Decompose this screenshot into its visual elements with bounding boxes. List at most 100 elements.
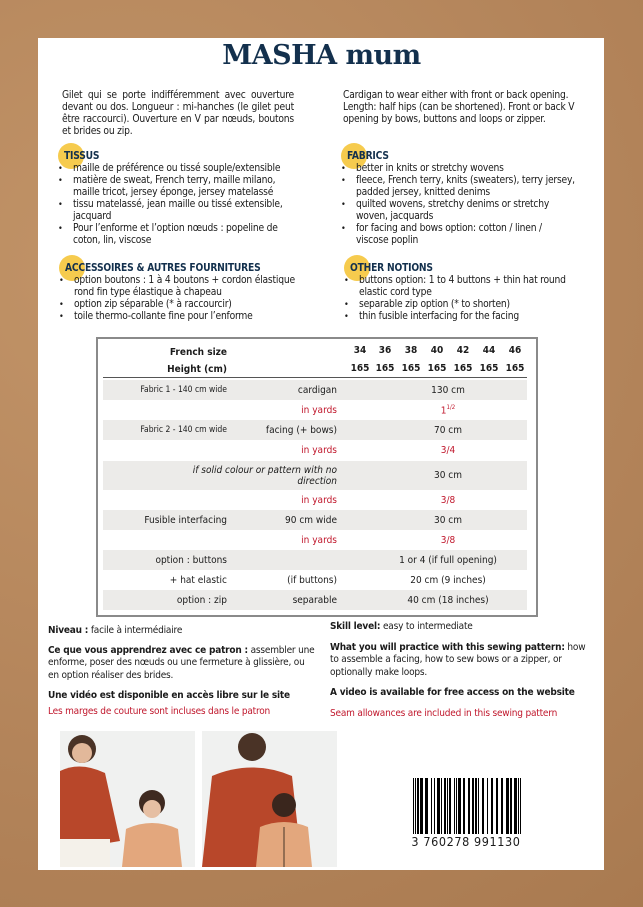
row-value: 30 cm [363, 470, 533, 481]
table-row: Fusible interfacing 90 cm wide 30 cm [103, 510, 527, 530]
barcode-bar [510, 778, 512, 834]
row-label: Fabric 1 - 140 cm wide [140, 385, 227, 395]
value-text: 1 [440, 405, 447, 417]
barcode-bar [506, 778, 509, 834]
intro-fr: Gilet qui se porte indifféremment avec o… [62, 90, 294, 137]
height-cell: 165 [401, 363, 421, 374]
height-cell: 165 [505, 363, 525, 374]
row-value: 1 or 4 (if full opening) [363, 555, 533, 566]
barcode-bar [454, 778, 455, 834]
bottom-en: Skill level: easy to intermediate What y… [330, 621, 595, 720]
barcode-bar [487, 778, 488, 834]
table-row: Fabric 1 - 140 cm wide cardigan 130 cm [103, 380, 527, 400]
row-label: option : zip [176, 594, 227, 606]
row-value: 130 cm [363, 385, 533, 396]
value-text: 3/4 [440, 444, 456, 456]
barcode-bar [456, 778, 457, 834]
model-photo-back [202, 731, 337, 867]
row-sublabel: facing (+ bows) [265, 424, 337, 436]
list-item: better in knits or stretchy wovens [341, 163, 577, 175]
level-label: Niveau : [48, 625, 89, 636]
barcode-bar [501, 778, 503, 834]
row-sublabel: 90 cm wide [285, 514, 337, 526]
list-item: separable zip option (* to shorten) [344, 299, 590, 311]
barcode-bar [415, 778, 416, 842]
row-value: 40 cm (18 inches) [363, 595, 533, 606]
learn-label: Ce que vous apprendrez avec ce patron : [48, 644, 248, 656]
section-heading: TISSUS [64, 151, 100, 162]
barcode [413, 778, 521, 842]
row-label: + hat elastic [169, 574, 227, 586]
row-value: 30 cm [363, 515, 533, 526]
list-item: quilted wovens, stretchy denims or stret… [341, 199, 577, 223]
height-cell: 165 [453, 363, 473, 374]
intro-en: Cardigan to wear either with front or ba… [343, 90, 575, 125]
section-heading: OTHER NOTIONS [350, 263, 433, 274]
barcode-bar [472, 778, 474, 834]
value-text: 70 cm [433, 424, 462, 436]
value-text: 1 or 4 (if full opening) [399, 554, 497, 566]
row-value: 3/8 [363, 535, 533, 546]
row-label: Fusible interfacing [144, 514, 227, 526]
list-item: option zip séparable (* à raccourcir) [59, 299, 305, 311]
size-cell: 46 [508, 345, 522, 356]
barcode-number: 3 760278 991130 [396, 834, 536, 849]
row-value: 70 cm [363, 425, 533, 436]
page-title: MASHA mum [222, 40, 421, 71]
barcode-bar [463, 778, 465, 834]
row-sublabel: (if buttons) [287, 574, 337, 586]
size-cell: 38 [404, 345, 418, 356]
barcode-bar [449, 778, 451, 834]
list-item: matière de sweat, French terry, maille m… [58, 175, 304, 199]
row-sublabel: in yards [301, 494, 337, 506]
barcode-bar [482, 778, 484, 834]
height-label: Height (cm) [167, 364, 227, 375]
barcode-bar [468, 778, 470, 834]
barcode-bar [417, 778, 419, 834]
barcode-bar [431, 778, 432, 834]
model-photo-front [60, 731, 195, 867]
value-text: 40 cm (18 inches) [407, 594, 489, 606]
video-note: A video is available for free access on … [330, 687, 575, 698]
bottom-fr: Niveau : facile à intermédiaire Ce que v… [48, 625, 318, 718]
learn-text: assembler une enforme, poser des nœuds o… [48, 644, 315, 681]
row-value: 3/4 [363, 445, 533, 456]
size-cell: 44 [482, 345, 496, 356]
list-item: for facing and bows option: cotton / lin… [341, 223, 577, 247]
learn-text: how to assemble a facing, how to sew bow… [330, 641, 586, 678]
height-cell: 165 [479, 363, 499, 374]
value-fraction: 1/2 [446, 403, 456, 411]
value-text: 3/8 [440, 494, 456, 506]
barcode-bar [491, 778, 493, 834]
table-row: + hat elastic (if buttons) 20 cm (9 inches… [103, 570, 527, 590]
seam-note: Les marges de couture sont incluses dans… [48, 705, 271, 717]
barcode-bar [413, 778, 414, 842]
table-row: option : zip separable 40 cm (18 inches) [103, 590, 527, 610]
height-cell: 165 [350, 363, 370, 374]
list-item: maille de préférence ou tissé souple/ext… [58, 163, 304, 175]
row-sublabel: in yards [301, 444, 337, 456]
barcode-bar [496, 778, 498, 834]
height-cell: 165 [375, 363, 395, 374]
row-value: 3/8 [363, 495, 533, 506]
height-header-row: Height (cm) 165 165 165 165 165 165 165 [103, 362, 527, 378]
level-value: easy to intermediate [380, 621, 473, 632]
list-item: tissu matelassé, jean maille ou tissé ex… [58, 199, 304, 223]
row-value: 11/2 [363, 404, 533, 416]
barcode-bar [447, 778, 448, 834]
list-item: buttons option: 1 to 4 buttons + thin ha… [344, 275, 590, 299]
level-value: facile à intermédiaire [88, 625, 183, 636]
row-sublabel: in yards [301, 534, 337, 546]
barcode-bar [437, 778, 440, 834]
value-text: 30 cm [433, 470, 462, 481]
barcode-bar [520, 778, 521, 842]
size-cell: 36 [378, 345, 392, 356]
barcode-bar [478, 778, 479, 834]
section-fabrics: FABRICS better in knits or stretchy wove… [341, 143, 577, 247]
table-row: in yards 3/8 [103, 530, 527, 550]
list-item: fleece, French terry, knits (sweaters), … [341, 175, 577, 199]
list-item: toile thermo-collante fine pour l’enform… [59, 311, 305, 323]
row-sublabel: cardigan [297, 384, 337, 396]
level-label: Skill level: [330, 621, 381, 632]
table-row: if solid colour or pattern with no direc… [103, 461, 527, 490]
